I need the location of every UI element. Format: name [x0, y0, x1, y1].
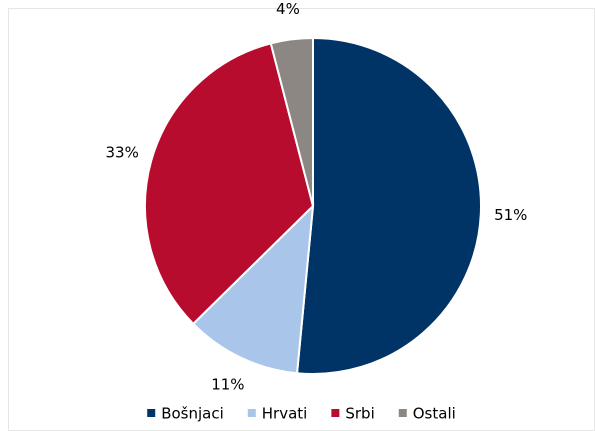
- data-label: 4%: [276, 0, 300, 18]
- data-label: 51%: [494, 206, 527, 224]
- legend-label: Ostali: [413, 405, 456, 423]
- legend-marker: [247, 409, 256, 417]
- pie-slice: [144, 42, 315, 326]
- pie-slice: [269, 36, 314, 207]
- legend-label: Bošnjaci: [161, 405, 224, 423]
- data-label: 33%: [105, 144, 138, 162]
- pie-slice: [191, 203, 315, 375]
- legend-label: Hrvati: [262, 405, 308, 423]
- legend-label: Srbi: [345, 405, 374, 423]
- legend-marker: [331, 409, 340, 417]
- legend-marker: [398, 409, 407, 417]
- pie-slice: [295, 36, 482, 375]
- data-label: 11%: [211, 375, 244, 393]
- legend-marker: [147, 409, 156, 417]
